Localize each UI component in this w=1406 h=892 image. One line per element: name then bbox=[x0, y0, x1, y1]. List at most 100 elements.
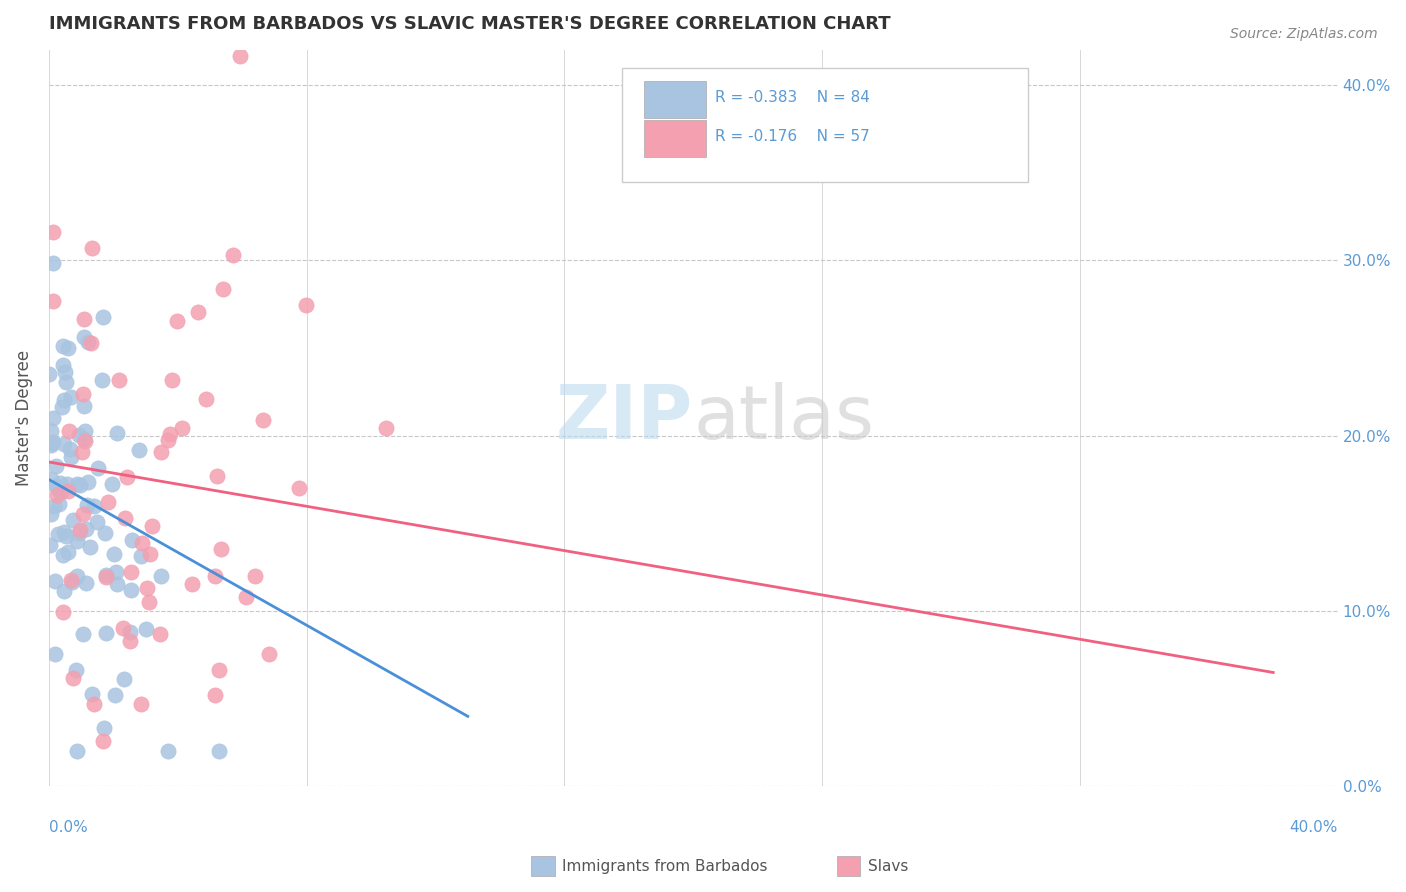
Point bbox=[52, 606, 75, 620]
Point bbox=[295, 298, 318, 312]
Point bbox=[138, 595, 160, 609]
Bar bbox=[531, 856, 555, 876]
Point bbox=[75, 576, 97, 591]
Text: R = -0.176    N = 57: R = -0.176 N = 57 bbox=[716, 129, 870, 145]
Point bbox=[128, 442, 150, 457]
Text: 0.0%: 0.0% bbox=[49, 820, 87, 835]
FancyBboxPatch shape bbox=[623, 69, 1028, 183]
Point bbox=[49, 484, 72, 499]
Point bbox=[55, 529, 77, 543]
Point bbox=[101, 477, 124, 491]
Point bbox=[73, 311, 96, 326]
Point bbox=[120, 583, 142, 598]
Text: Immigrants from Barbados: Immigrants from Barbados bbox=[562, 859, 768, 873]
Point bbox=[66, 569, 89, 583]
Point bbox=[51, 359, 73, 373]
Point bbox=[77, 475, 100, 489]
Point bbox=[94, 626, 117, 640]
Point bbox=[58, 424, 80, 438]
Point bbox=[76, 498, 98, 512]
Point bbox=[48, 497, 70, 511]
Point bbox=[208, 663, 231, 677]
Point bbox=[51, 400, 73, 414]
Y-axis label: Master's Degree: Master's Degree bbox=[15, 350, 32, 486]
Point bbox=[166, 314, 188, 328]
Text: atlas: atlas bbox=[693, 382, 875, 455]
Point bbox=[105, 425, 128, 440]
Point bbox=[44, 574, 66, 588]
Point bbox=[55, 376, 77, 390]
Point bbox=[97, 494, 120, 508]
Point bbox=[72, 627, 94, 641]
Point bbox=[150, 444, 173, 458]
Point bbox=[375, 421, 398, 435]
Point bbox=[118, 633, 141, 648]
Point bbox=[103, 548, 125, 562]
Point bbox=[80, 336, 103, 351]
Point bbox=[93, 721, 115, 735]
Point bbox=[69, 477, 91, 491]
Point bbox=[235, 590, 257, 604]
Point bbox=[67, 427, 90, 442]
Point bbox=[207, 469, 229, 483]
Point bbox=[160, 373, 183, 387]
Point bbox=[257, 647, 280, 661]
Point bbox=[187, 305, 209, 319]
Point bbox=[52, 338, 75, 352]
Point bbox=[181, 577, 204, 591]
Point bbox=[114, 511, 136, 525]
Point bbox=[156, 744, 179, 758]
Point bbox=[65, 663, 87, 677]
Point bbox=[91, 310, 114, 324]
Point bbox=[82, 241, 104, 255]
Point bbox=[45, 478, 67, 492]
Point bbox=[62, 513, 84, 527]
Text: R = -0.383    N = 84: R = -0.383 N = 84 bbox=[716, 90, 870, 105]
Point bbox=[39, 424, 62, 438]
Point bbox=[39, 438, 62, 452]
Point bbox=[96, 568, 118, 582]
Point bbox=[56, 476, 79, 491]
Point bbox=[53, 584, 76, 599]
Point bbox=[73, 424, 96, 438]
Point bbox=[131, 536, 153, 550]
Point bbox=[208, 744, 231, 758]
FancyBboxPatch shape bbox=[644, 81, 706, 118]
Point bbox=[56, 545, 79, 559]
Point bbox=[49, 476, 72, 491]
Point bbox=[53, 392, 76, 407]
Point bbox=[93, 526, 115, 541]
Point bbox=[46, 527, 69, 541]
Point bbox=[83, 697, 105, 711]
Point bbox=[55, 365, 77, 379]
Point bbox=[38, 368, 60, 382]
FancyBboxPatch shape bbox=[644, 120, 706, 157]
Point bbox=[45, 459, 67, 474]
Text: IMMIGRANTS FROM BARBADOS VS SLAVIC MASTER'S DEGREE CORRELATION CHART: IMMIGRANTS FROM BARBADOS VS SLAVIC MASTE… bbox=[49, 15, 890, 33]
Point bbox=[204, 569, 226, 583]
Point bbox=[129, 697, 152, 711]
Point bbox=[42, 294, 65, 309]
Point bbox=[139, 547, 162, 561]
Point bbox=[41, 434, 63, 449]
Point bbox=[52, 437, 75, 451]
Point bbox=[204, 689, 226, 703]
Point bbox=[59, 450, 82, 464]
Point bbox=[245, 568, 267, 582]
Point bbox=[149, 569, 172, 583]
Point bbox=[112, 672, 135, 686]
Point bbox=[45, 488, 67, 502]
Point bbox=[46, 482, 69, 496]
Point bbox=[194, 392, 217, 407]
Point bbox=[156, 434, 179, 448]
Point bbox=[288, 482, 311, 496]
Point bbox=[91, 373, 114, 387]
Text: Source: ZipAtlas.com: Source: ZipAtlas.com bbox=[1230, 27, 1378, 41]
Point bbox=[75, 522, 97, 536]
Point bbox=[229, 49, 252, 63]
Point bbox=[73, 434, 96, 448]
Text: Slavs: Slavs bbox=[868, 859, 908, 873]
Point bbox=[60, 574, 83, 589]
Point bbox=[120, 624, 142, 639]
Point bbox=[72, 507, 94, 521]
